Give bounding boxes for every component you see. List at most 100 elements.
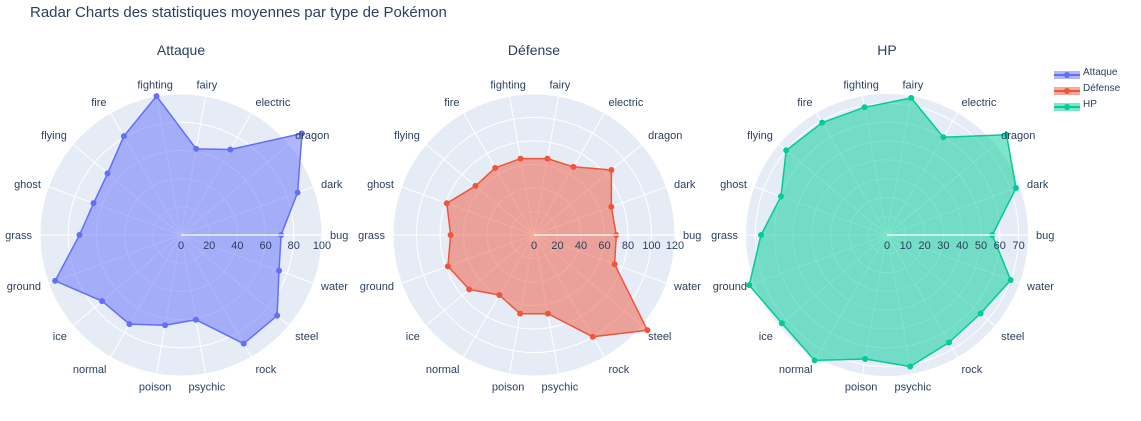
category-label-electric: electric [256, 97, 291, 109]
legend-swatch-hp [1054, 101, 1080, 111]
data-point-psychic[interactable] [192, 316, 199, 323]
category-label-ice: ice [53, 331, 67, 343]
category-label-grass: grass [711, 230, 738, 242]
legend-item-defense[interactable]: Défense [1054, 81, 1120, 97]
category-label-flying: flying [747, 130, 773, 142]
data-point-grass[interactable] [447, 232, 454, 238]
legend-item-hp[interactable]: HP [1054, 97, 1120, 113]
data-point-grass[interactable] [76, 232, 83, 238]
category-label-fighting: fighting [490, 79, 525, 91]
data-point-normal[interactable] [126, 321, 133, 328]
radial-tick-label: 30 [937, 240, 949, 252]
category-label-fairy: fairy [549, 79, 570, 91]
data-point-psychic[interactable] [907, 363, 914, 370]
category-label-ghost: ghost [720, 179, 747, 191]
data-point-fairy[interactable] [908, 94, 915, 101]
data-point-rock[interactable] [946, 339, 953, 346]
category-label-dragon: dragon [648, 130, 682, 142]
radial-tick-label: 0 [884, 240, 890, 252]
data-point-fighting[interactable] [153, 93, 160, 100]
data-point-normal[interactable] [496, 292, 503, 299]
category-label-ice: ice [406, 331, 420, 343]
data-point-dark[interactable] [294, 189, 301, 196]
radial-tick-label: 100 [313, 240, 331, 252]
category-label-fire: fire [444, 97, 459, 109]
data-point-poison[interactable] [517, 310, 524, 317]
data-point-dragon[interactable] [298, 130, 305, 137]
data-point-ground[interactable] [746, 282, 753, 289]
data-point-electric[interactable] [227, 146, 234, 153]
data-point-rock[interactable] [589, 333, 596, 340]
category-label-normal: normal [779, 364, 813, 376]
data-point-electric[interactable] [940, 134, 947, 141]
data-point-fairy[interactable] [544, 155, 551, 162]
radial-tick-label: 80 [288, 240, 300, 252]
data-point-electric[interactable] [570, 163, 577, 170]
category-label-grass: grass [358, 230, 385, 242]
data-point-ice[interactable] [99, 298, 106, 305]
category-label-poison: poison [139, 382, 171, 394]
data-point-dark[interactable] [608, 203, 615, 210]
data-point-ghost[interactable] [90, 200, 97, 207]
data-point-flying[interactable] [783, 147, 790, 154]
category-label-water: water [673, 281, 701, 293]
data-point-fire[interactable] [120, 133, 127, 140]
data-point-steel[interactable] [977, 310, 984, 317]
radial-tick-label: 20 [918, 240, 930, 252]
category-label-psychic: psychic [542, 382, 579, 394]
category-label-dark: dark [1027, 179, 1049, 191]
data-point-dragon[interactable] [608, 167, 615, 174]
data-point-water[interactable] [611, 261, 618, 268]
data-point-fire[interactable] [819, 119, 826, 126]
data-point-fire[interactable] [492, 164, 499, 171]
data-point-flying[interactable] [472, 182, 479, 189]
data-point-dark[interactable] [1012, 185, 1019, 192]
category-label-psychic: psychic [189, 382, 226, 394]
category-label-bug: bug [1036, 230, 1054, 242]
legend: Attaque Défense HP [1054, 65, 1120, 113]
category-label-normal: normal [73, 364, 107, 376]
legend-swatch-attaque [1054, 69, 1080, 79]
data-point-water[interactable] [1007, 277, 1014, 284]
data-point-rock[interactable] [240, 340, 247, 347]
data-point-steel[interactable] [644, 327, 651, 334]
data-point-fighting[interactable] [517, 155, 524, 162]
data-point-poison[interactable] [862, 356, 869, 363]
data-point-ghost[interactable] [778, 193, 785, 200]
radar-chart-2: 0 10 20 30 40 50 60 70 bug dark dragon electric fair… [711, 42, 1054, 394]
data-point-fairy[interactable] [193, 145, 200, 152]
radial-tick-label: 0 [178, 240, 184, 252]
radial-tick-label: 20 [551, 240, 563, 252]
category-label-poison: poison [492, 382, 524, 394]
radial-tick-label: 60 [259, 240, 271, 252]
data-point-ice[interactable] [466, 286, 473, 293]
radial-tick-label: 100 [642, 240, 660, 252]
category-label-normal: normal [426, 364, 460, 376]
data-point-fighting[interactable] [861, 104, 868, 111]
category-label-fairy: fairy [196, 79, 217, 91]
data-point-dragon[interactable] [1003, 131, 1010, 138]
category-label-ground: ground [713, 281, 747, 293]
data-point-grass[interactable] [758, 232, 765, 238]
category-label-grass: grass [5, 230, 32, 242]
legend-item-attaque[interactable]: Attaque [1054, 65, 1120, 81]
legend-label: Attaque [1083, 67, 1118, 78]
category-label-steel: steel [295, 331, 318, 343]
data-point-normal[interactable] [811, 357, 818, 364]
radial-tick-label: 60 [598, 240, 610, 252]
figure-title: Radar Charts des statistiques moyennes p… [30, 4, 447, 21]
data-point-ghost[interactable] [443, 200, 450, 207]
category-label-ground: ground [360, 281, 394, 293]
data-point-psychic[interactable] [544, 310, 551, 317]
data-point-ground[interactable] [444, 263, 451, 270]
data-point-ground[interactable] [52, 277, 59, 284]
data-point-ice[interactable] [778, 320, 785, 327]
data-point-poison[interactable] [162, 322, 169, 329]
data-point-water[interactable] [276, 267, 283, 274]
data-point-steel[interactable] [274, 312, 281, 319]
category-label-electric: electric [609, 97, 644, 109]
data-point-flying[interactable] [104, 170, 111, 177]
